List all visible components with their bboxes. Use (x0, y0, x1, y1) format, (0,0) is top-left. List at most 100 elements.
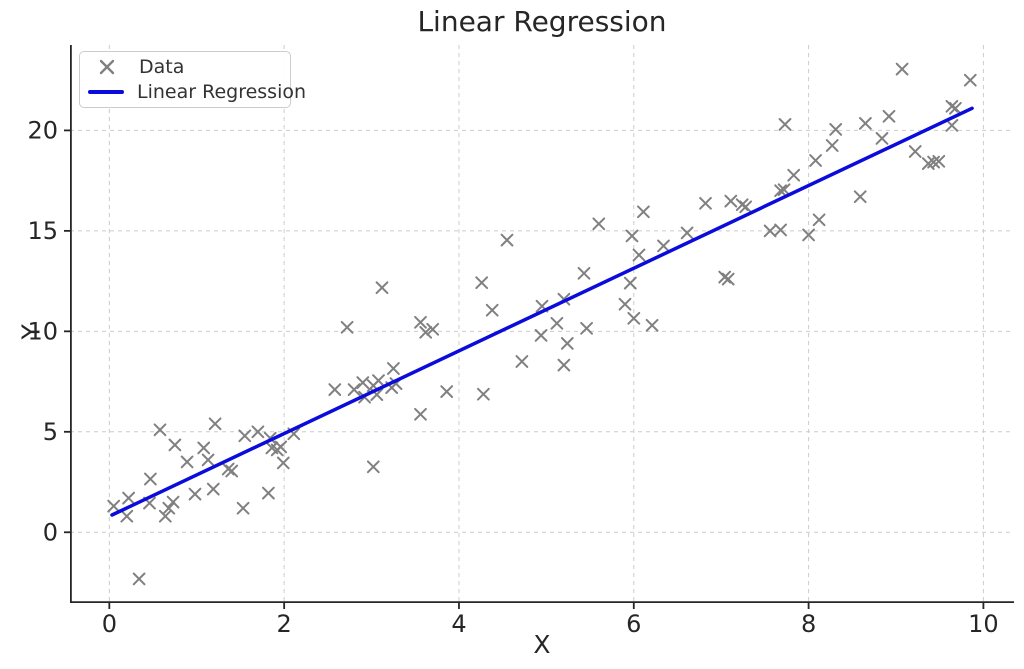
data-point-marker (206, 482, 220, 496)
regression-line (110, 106, 974, 517)
data-point-marker (236, 501, 250, 515)
data-point-marker (262, 486, 275, 500)
data-point-marker (440, 385, 454, 398)
data-point-marker (274, 440, 288, 454)
data-point-marker (932, 154, 946, 168)
data-point-marker (414, 407, 427, 421)
legend-symbol (88, 89, 124, 94)
data-point-marker (414, 315, 427, 329)
x-tick-label: 8 (801, 610, 816, 638)
data-point-marker (680, 226, 694, 240)
data-point-marker (724, 194, 738, 208)
data-point-marker (340, 320, 354, 334)
data-point-marker (557, 358, 571, 372)
data-point-marker (627, 311, 641, 325)
data-point-marker (132, 572, 146, 586)
legend-item-data: Data (88, 55, 282, 79)
data-point-marker (963, 73, 977, 87)
legend-label-regression: Linear Regression (137, 80, 307, 103)
data-point-marker (895, 62, 909, 76)
data-point-marker (945, 99, 959, 113)
data-point-marker (251, 425, 265, 439)
data-point-marker (787, 168, 801, 182)
data-point-marker (632, 248, 646, 262)
data-point-marker (580, 321, 593, 335)
data-point-marker (875, 132, 889, 145)
data-point-marker (387, 362, 400, 375)
data-point-marker (477, 387, 490, 401)
x-tick-label: 2 (277, 610, 292, 638)
data-point-marker (718, 270, 732, 284)
data-point-marker (829, 123, 843, 136)
data-point-marker (534, 329, 548, 342)
x-tick-label: 4 (451, 610, 466, 638)
x-tick-label: 10 (968, 610, 999, 638)
legend-symbol (88, 56, 126, 78)
data-point-marker (774, 223, 787, 237)
data-point-marker (162, 501, 176, 515)
data-point-marker (201, 453, 215, 467)
data-point-marker (347, 383, 361, 396)
data-point-marker (500, 233, 514, 247)
data-point-marker (550, 316, 564, 330)
data-point-marker (763, 224, 777, 238)
y-tick-label: 20 (27, 116, 58, 144)
data-point-marker (485, 303, 499, 317)
line-icon (88, 89, 124, 94)
legend: Data Linear Regression (79, 51, 306, 108)
data-point-marker (238, 429, 252, 443)
x-tick-label: 0 (102, 610, 117, 638)
data-point-marker (699, 196, 712, 210)
data-point-marker (577, 266, 591, 280)
chart-title: Linear Regression (417, 5, 667, 38)
data-point-marker (366, 460, 380, 474)
data-point-marker (592, 217, 606, 231)
data-point-marker (166, 495, 180, 509)
data-point-marker (153, 423, 167, 437)
data-point-marker (197, 441, 211, 455)
data-point-marker (882, 109, 896, 123)
data-point-marker (825, 139, 839, 152)
data-point-marker (328, 383, 342, 396)
data-point-marker (812, 213, 826, 227)
data-point-marker (853, 190, 867, 204)
chart-canvas: 0 2 4 6 8 10 0 5 10 15 20 (27, 45, 1014, 638)
data-point-marker (908, 145, 922, 158)
data-point-marker (625, 229, 639, 243)
data-point-marker (949, 101, 962, 115)
data-point-marker (188, 487, 202, 501)
data-point-marker (859, 117, 872, 130)
data-point-marker (777, 183, 791, 197)
data-point-marker (657, 239, 670, 253)
data-point-marker (623, 276, 637, 290)
data-point-marker (122, 491, 135, 505)
data-point-marker (637, 205, 650, 219)
data-point-marker (809, 154, 822, 167)
data-point-marker (180, 455, 194, 469)
data-point-marker (778, 118, 792, 131)
data-point-marker (120, 509, 134, 523)
data-point-marker (721, 272, 735, 286)
data-point-marker (739, 200, 753, 214)
data-point-marker (158, 509, 172, 523)
y-tick-label: 15 (27, 217, 58, 245)
x-marker-icon (99, 60, 115, 75)
data-point-marker (802, 228, 815, 242)
data-point-marker (774, 184, 787, 198)
data-point-marker (618, 297, 632, 311)
data-point-marker (475, 276, 489, 290)
data-point-marker (375, 281, 389, 295)
y-tick-label: 10 (27, 317, 58, 345)
data-point-marker (208, 417, 222, 431)
y-tick-label: 0 (43, 518, 58, 546)
data-point-marker (945, 119, 959, 132)
y-axis-label: Y (16, 324, 46, 340)
x-tick-label: 6 (626, 610, 641, 638)
data-point-marker (560, 337, 574, 350)
data-point-marker (168, 438, 182, 452)
data-point-marker (426, 322, 440, 336)
data-point-marker (225, 464, 239, 478)
y-tick-label: 5 (43, 418, 58, 446)
data-point-marker (221, 462, 235, 476)
data-point-marker (356, 376, 370, 389)
